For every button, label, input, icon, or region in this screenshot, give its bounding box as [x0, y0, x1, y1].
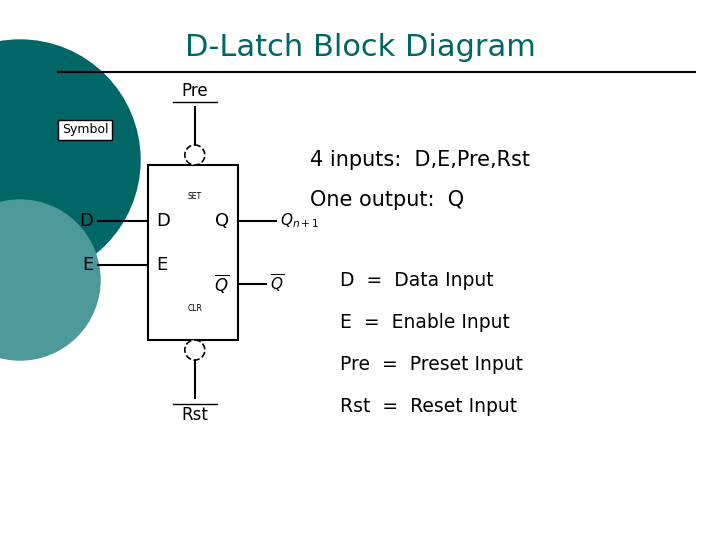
Text: CLR: CLR	[187, 304, 202, 313]
Text: 4 inputs:  D,E,Pre,Rst: 4 inputs: D,E,Pre,Rst	[310, 150, 530, 170]
Text: E  =  Enable Input: E = Enable Input	[340, 313, 510, 332]
Text: Q: Q	[215, 212, 229, 230]
Text: D  =  Data Input: D = Data Input	[340, 271, 494, 289]
Circle shape	[0, 40, 140, 280]
Text: $\overline{Q}$: $\overline{Q}$	[270, 273, 284, 295]
Text: $\overline{Q}$: $\overline{Q}$	[215, 273, 230, 295]
Text: D-Latch Block Diagram: D-Latch Block Diagram	[184, 33, 536, 63]
Text: E: E	[156, 256, 167, 274]
Text: Rst  =  Reset Input: Rst = Reset Input	[340, 396, 517, 415]
Circle shape	[185, 340, 204, 360]
Text: $Q_{n+1}$: $Q_{n+1}$	[280, 212, 320, 231]
Bar	[148, 165, 238, 340]
Text: D: D	[79, 212, 93, 230]
Circle shape	[185, 145, 204, 165]
Text: Pre: Pre	[181, 82, 208, 100]
Circle shape	[0, 200, 100, 360]
Text: Rst: Rst	[181, 406, 208, 424]
Text: One output:  Q: One output: Q	[310, 190, 464, 210]
Text: SET: SET	[188, 192, 202, 201]
Text: Symbol: Symbol	[62, 124, 109, 137]
Text: Pre  =  Preset Input: Pre = Preset Input	[340, 354, 523, 374]
Text: E: E	[82, 256, 93, 274]
Text: D: D	[156, 212, 170, 230]
